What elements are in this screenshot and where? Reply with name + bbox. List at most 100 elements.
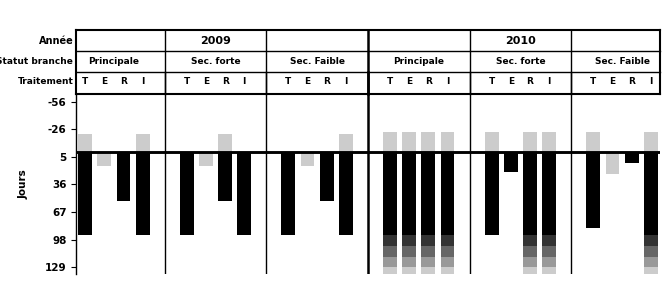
Text: T: T <box>590 78 597 86</box>
Bar <box>441 246 454 256</box>
Bar <box>644 246 658 256</box>
Bar <box>441 235 454 246</box>
Text: E: E <box>203 78 209 86</box>
Text: T: T <box>489 78 495 86</box>
Bar <box>625 152 638 163</box>
Bar <box>300 152 314 166</box>
Text: I: I <box>141 78 145 86</box>
Bar <box>97 152 111 166</box>
Bar <box>422 152 436 235</box>
Text: R: R <box>526 78 534 86</box>
Bar <box>282 152 295 235</box>
Bar <box>586 152 600 228</box>
Text: T: T <box>387 78 393 86</box>
Bar <box>402 267 416 278</box>
Text: R: R <box>221 78 229 86</box>
Text: Jours: Jours <box>19 169 29 199</box>
Text: Sec. forte: Sec. forte <box>191 57 240 66</box>
Bar <box>542 256 556 267</box>
Bar <box>422 235 436 246</box>
Bar <box>644 267 658 278</box>
Bar <box>485 133 499 152</box>
Bar <box>78 134 92 152</box>
Bar <box>218 134 232 152</box>
Bar <box>644 235 658 246</box>
Text: R: R <box>120 78 127 86</box>
Text: T: T <box>82 78 88 86</box>
Bar <box>383 235 397 246</box>
Text: R: R <box>629 78 635 86</box>
Bar <box>542 267 556 278</box>
Bar <box>339 134 353 152</box>
Bar <box>523 133 537 152</box>
Bar <box>136 152 150 235</box>
Bar <box>504 152 518 172</box>
Bar <box>383 256 397 267</box>
Bar <box>402 133 416 152</box>
Text: E: E <box>304 78 310 86</box>
Bar <box>402 152 416 235</box>
Bar <box>523 256 537 267</box>
Bar <box>542 152 556 235</box>
Bar <box>523 267 537 285</box>
Bar <box>383 152 397 235</box>
Text: R: R <box>425 78 432 86</box>
Text: Sec. Faible: Sec. Faible <box>290 57 345 66</box>
Text: Principale: Principale <box>88 57 139 66</box>
Bar <box>339 152 353 235</box>
Bar <box>78 152 92 235</box>
Text: Principale: Principale <box>393 57 444 66</box>
Bar <box>441 133 454 152</box>
Text: R: R <box>324 78 330 86</box>
Text: I: I <box>344 78 347 86</box>
Bar <box>402 246 416 256</box>
Bar <box>542 133 556 152</box>
Text: E: E <box>609 78 615 86</box>
Text: T: T <box>184 78 190 86</box>
Bar <box>422 256 436 267</box>
Text: Sec. Faible: Sec. Faible <box>595 57 650 66</box>
Text: 2010: 2010 <box>505 36 536 46</box>
Bar <box>441 267 454 278</box>
Text: I: I <box>446 78 450 86</box>
Text: 2009: 2009 <box>200 36 231 46</box>
Bar <box>422 133 436 152</box>
Text: I: I <box>243 78 246 86</box>
Text: E: E <box>406 78 412 86</box>
Bar <box>605 152 619 174</box>
Bar <box>383 246 397 256</box>
Bar <box>218 152 232 201</box>
Bar <box>117 152 131 201</box>
Bar <box>542 246 556 256</box>
Text: Année: Année <box>38 36 74 46</box>
Bar <box>441 256 454 267</box>
Text: I: I <box>548 78 551 86</box>
Bar <box>383 133 397 152</box>
Bar <box>237 152 251 235</box>
Bar <box>485 152 499 235</box>
Bar <box>422 246 436 256</box>
Text: T: T <box>285 78 292 86</box>
Bar <box>402 235 416 246</box>
Bar <box>383 267 397 278</box>
Text: E: E <box>101 78 107 86</box>
Bar <box>199 152 213 166</box>
Bar <box>523 246 537 256</box>
Bar <box>422 267 436 278</box>
Bar <box>586 133 600 152</box>
Bar <box>523 235 537 246</box>
Bar <box>136 134 150 152</box>
Bar <box>523 152 537 235</box>
Bar <box>402 256 416 267</box>
Bar <box>644 256 658 267</box>
Bar <box>320 152 333 201</box>
Text: Statut branche: Statut branche <box>0 57 74 66</box>
Bar <box>542 235 556 246</box>
Text: Sec. forte: Sec. forte <box>496 57 545 66</box>
Text: E: E <box>508 78 514 86</box>
Bar <box>180 152 194 235</box>
Bar <box>644 133 658 152</box>
Text: Traitement: Traitement <box>17 78 74 86</box>
Bar <box>644 152 658 235</box>
Bar <box>441 152 454 235</box>
